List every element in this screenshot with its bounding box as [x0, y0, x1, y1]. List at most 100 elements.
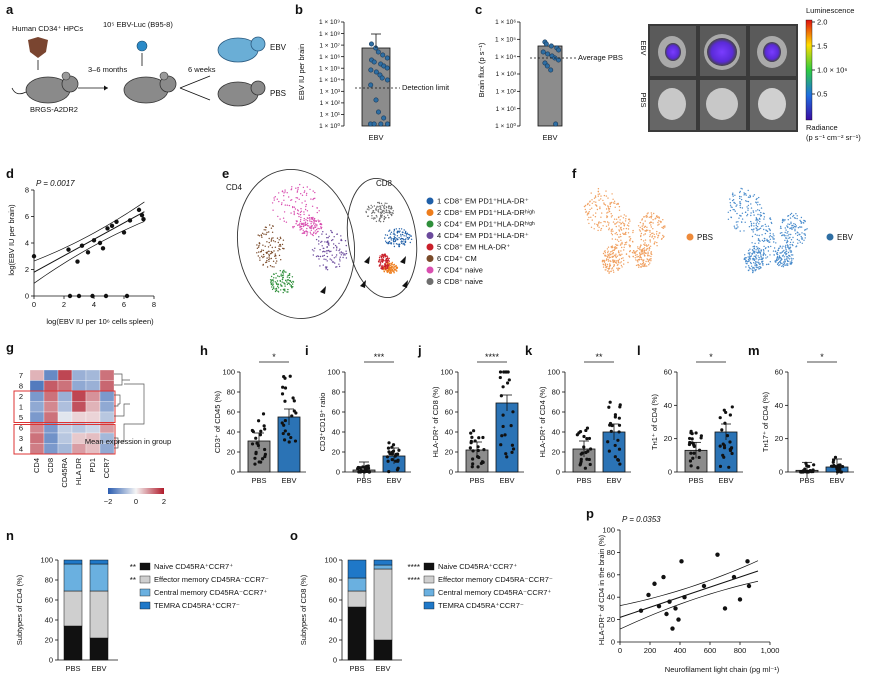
cell-dot [398, 237, 400, 239]
cell-dot [741, 218, 744, 220]
cell-dot [628, 256, 631, 258]
cell-dot [593, 197, 596, 199]
cell-dot [386, 211, 388, 214]
confidence-band-upper [33, 201, 145, 262]
cell-dot [639, 263, 642, 265]
cell-dot [616, 247, 618, 249]
cell-dot [616, 239, 619, 241]
cell-dot [604, 204, 607, 206]
data-point [831, 460, 835, 464]
cell-dot [409, 241, 411, 244]
cell-dot [607, 211, 609, 213]
cell-dot [377, 209, 380, 211]
cell-dot [405, 238, 407, 240]
data-point [727, 465, 731, 469]
cell-dot [613, 202, 615, 204]
cell-dot [272, 240, 275, 242]
data-point [471, 449, 475, 453]
cell-dot [329, 251, 331, 253]
cell-dot [315, 223, 317, 225]
cell-dot [615, 260, 618, 262]
cell-dot [641, 265, 643, 267]
cell-dot [649, 245, 652, 247]
cell-dot [387, 266, 389, 269]
cell-dot [281, 278, 284, 281]
x-tick-label: 4 [92, 300, 96, 309]
cell-dot [586, 203, 589, 206]
cell-dot [262, 249, 265, 252]
data-point [548, 43, 554, 49]
data-point [373, 69, 379, 75]
cell-dot [590, 192, 592, 194]
colorbar [108, 488, 164, 494]
cell-dot [595, 212, 597, 214]
cell-dot [644, 255, 646, 257]
cell-dot [652, 219, 654, 221]
cell-dot [365, 210, 367, 213]
cell-dot [273, 286, 275, 288]
cell-dot [657, 237, 659, 239]
cell-dot [782, 250, 784, 252]
cell-dot [791, 228, 793, 231]
cell-dot [611, 267, 614, 269]
cell-dot [397, 243, 399, 245]
cell-dot [339, 252, 341, 254]
y-tick-label: 1 × 10¹ [496, 106, 517, 113]
cell-dot [732, 195, 734, 197]
data-point [253, 456, 257, 460]
cell-dot [406, 236, 409, 239]
cell-dot [291, 286, 293, 288]
cell-dot [644, 239, 647, 241]
cell-dot [316, 225, 318, 227]
cell-dot [294, 208, 297, 210]
cell-dot [313, 250, 315, 252]
cell-dot [603, 264, 605, 266]
cell-dot [266, 241, 268, 243]
cell-dot [324, 241, 326, 243]
cell-dot [380, 215, 382, 217]
heatmap-cell [71, 369, 87, 381]
cell-dot [620, 228, 622, 230]
data-point [251, 430, 256, 434]
cell-dot [345, 250, 347, 252]
cell-dot [588, 222, 590, 225]
cell-dot [280, 289, 282, 291]
data-point [583, 466, 587, 470]
cell-dot [601, 212, 603, 214]
cell-dot [383, 210, 385, 212]
data-point [808, 468, 812, 473]
data-point [287, 440, 291, 444]
cell-dot [621, 266, 623, 268]
cell-dot [786, 253, 788, 255]
cell-dot [366, 208, 369, 210]
cell-dot [404, 239, 406, 241]
cell-dot [800, 221, 803, 223]
cell-dot [619, 244, 622, 246]
data-point [697, 455, 701, 460]
cell-dot [381, 264, 383, 267]
cell-dot [639, 221, 642, 224]
legend-swatch [423, 588, 435, 597]
cell-dot [787, 246, 790, 248]
cell-dot [784, 252, 786, 254]
cell-dot [268, 241, 270, 244]
cell-dot [757, 213, 759, 216]
cell-dot [743, 258, 745, 261]
cell-dot [314, 230, 316, 232]
cell-dot [311, 249, 314, 251]
cell-dot [624, 220, 627, 222]
legend-label: CD8⁺ EM HLA-DR⁺ [444, 243, 510, 252]
cell-dot [272, 280, 274, 282]
data-point [728, 440, 732, 444]
data-point [471, 457, 475, 461]
cell-dot [785, 229, 787, 231]
cell-dot [274, 241, 276, 243]
data-point [803, 467, 807, 471]
cell-dot [743, 230, 745, 232]
cell-dot [629, 250, 631, 253]
cell-dot [760, 214, 763, 217]
heatmap-cell [43, 411, 59, 423]
cell-dot [792, 254, 794, 256]
y-tick-label: 1 × 10⁰ [319, 122, 340, 130]
